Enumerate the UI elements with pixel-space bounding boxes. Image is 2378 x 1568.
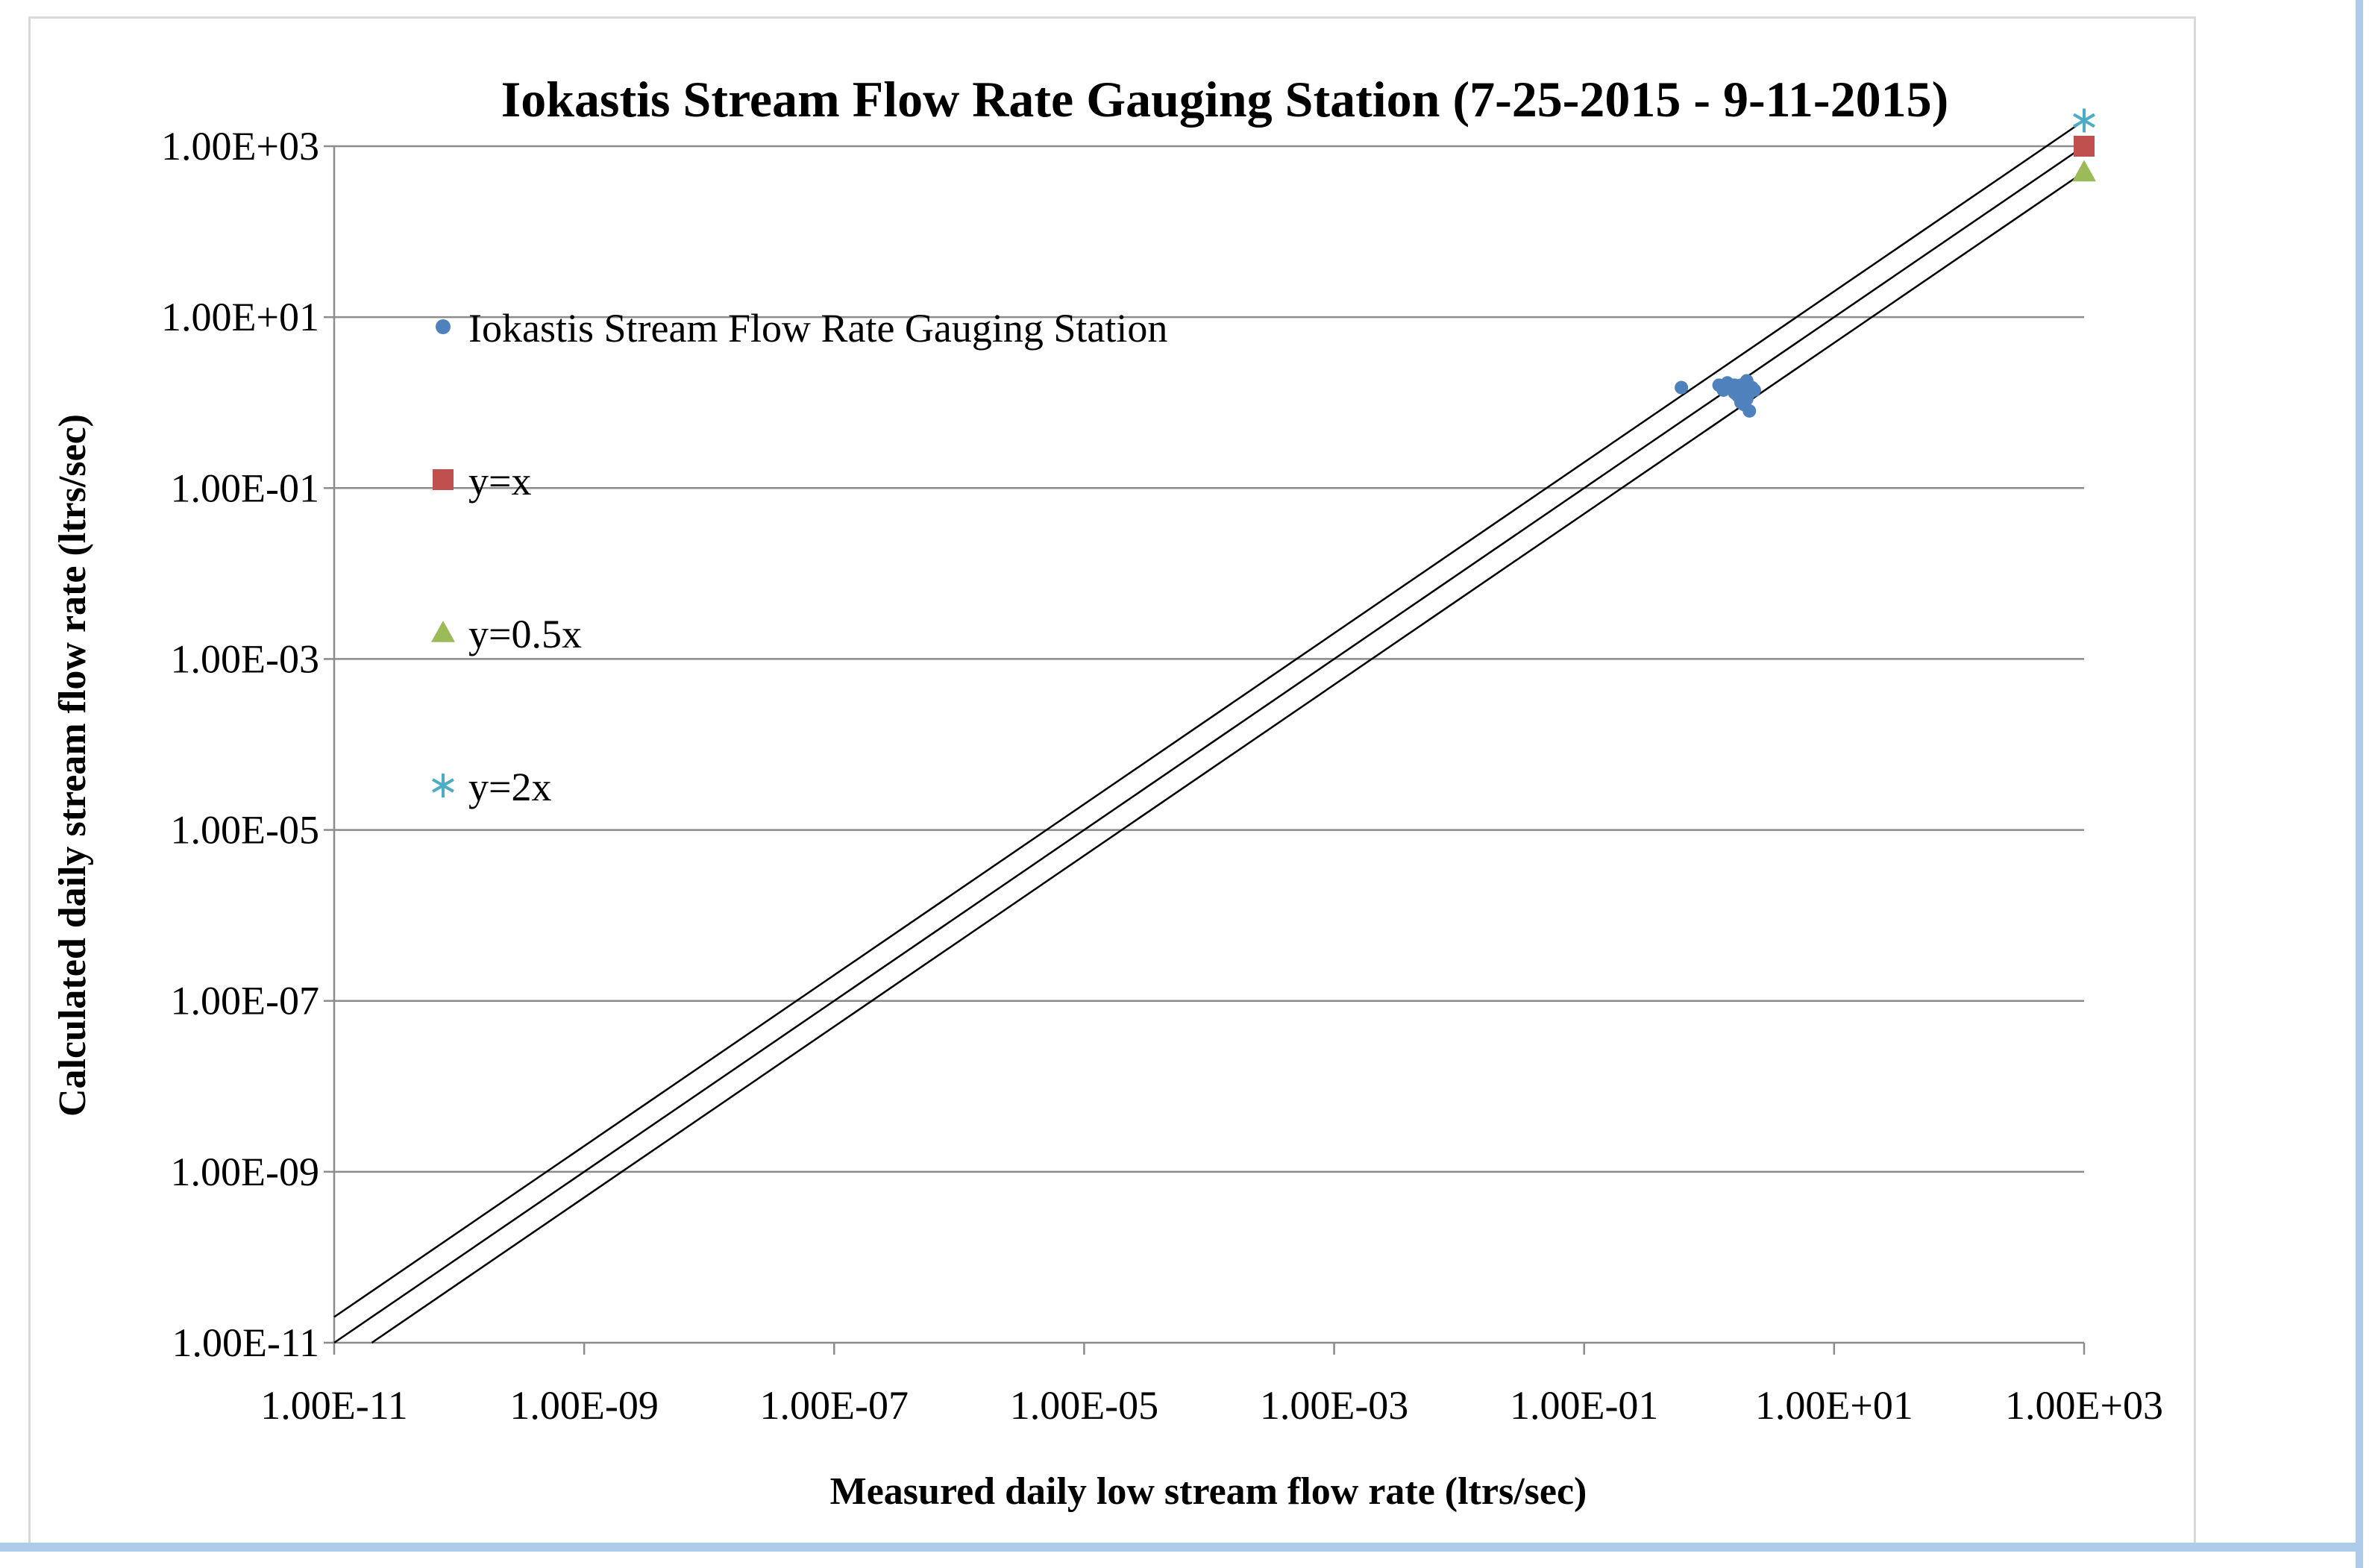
page-border-right <box>2356 0 2363 1568</box>
y-tick-label: 1.00E+03 <box>161 124 319 169</box>
x-tick-label: 1.00E+01 <box>1755 1383 1913 1428</box>
legend: Iokastis Stream Flow Rate Gauging Statio… <box>431 306 1167 809</box>
reference-lines <box>333 119 2085 1344</box>
data-point <box>2072 160 2096 182</box>
legend-marker <box>433 469 454 490</box>
legend-marker <box>431 621 455 642</box>
x-tick-label: 1.00E-07 <box>760 1383 909 1428</box>
x-tick-label: 1.00E-01 <box>1510 1383 1658 1428</box>
y-tick-label: 1.00E-07 <box>171 979 319 1023</box>
y-tick-label: 1.00E+01 <box>161 295 319 339</box>
reference-line-y-0-5x <box>371 171 2085 1344</box>
x-axis-title: Measured daily low stream flow rate (ltr… <box>830 1470 1587 1513</box>
chart-title: Iokastis Stream Flow Rate Gauging Statio… <box>501 71 1948 128</box>
y-tick-label: 1.00E-05 <box>171 808 319 853</box>
data-point <box>1734 395 1748 410</box>
y-tick-label: 1.00E-03 <box>171 636 319 681</box>
y-tick-label: 1.00E-09 <box>171 1150 319 1194</box>
y-tick-label: 1.00E-11 <box>172 1320 319 1365</box>
axes <box>324 145 2086 1355</box>
reference-line-y-x <box>333 145 2085 1344</box>
tick-labels: 1.00E-11 1.00E-09 1.00E-07 1.00E-05 1.00E-03… <box>161 124 2163 1428</box>
legend-label: Iokastis Stream Flow Rate Gauging Statio… <box>468 306 1167 351</box>
x-tick-label: 1.00E-03 <box>1260 1383 1408 1428</box>
chart-frame <box>28 16 2196 1546</box>
x-tick-label: 1.00E+03 <box>2005 1383 2163 1428</box>
grid-lines <box>334 145 2084 1173</box>
legend-label: y=0.5x <box>468 612 582 656</box>
legend-marker <box>432 774 454 797</box>
x-tick-label: 1.00E-09 <box>509 1383 658 1428</box>
data-point <box>1728 378 1742 392</box>
data-point <box>1742 404 1757 418</box>
page-border-bottom <box>0 1543 2363 1552</box>
data-point <box>1747 383 1761 397</box>
data-points <box>1675 108 2096 418</box>
reference-line-y-2x <box>333 119 2085 1318</box>
x-tick-label: 1.00E-05 <box>1010 1383 1158 1428</box>
legend-marker <box>436 319 451 334</box>
y-tick-label: 1.00E-01 <box>171 465 319 510</box>
data-point <box>2073 108 2095 133</box>
x-tick-label: 1.00E-11 <box>260 1383 407 1428</box>
data-point <box>2074 136 2095 157</box>
legend-label: y=x <box>468 459 531 504</box>
data-point <box>1675 380 1689 395</box>
y-axis-title: Calculated daily stream flow rate (ltrs/… <box>51 414 94 1117</box>
legend-label: y=2x <box>468 765 551 809</box>
